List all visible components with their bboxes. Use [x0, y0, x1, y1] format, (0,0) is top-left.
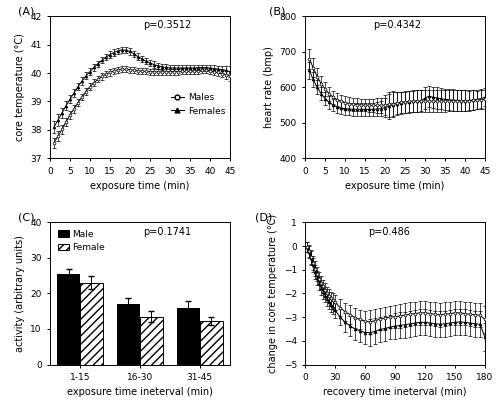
Bar	[177, 308, 200, 364]
Y-axis label: heart rate (bmp): heart rate (bmp)	[264, 46, 274, 128]
X-axis label: exposure time (min): exposure time (min)	[346, 181, 445, 191]
X-axis label: exposure time (min): exposure time (min)	[90, 181, 190, 191]
Bar	[117, 304, 140, 364]
X-axis label: recovery time ineterval (min): recovery time ineterval (min)	[324, 388, 467, 397]
Text: p=0.486: p=0.486	[368, 227, 410, 237]
Bar	[140, 317, 162, 365]
Y-axis label: activity (arbitrary units): activity (arbitrary units)	[14, 235, 24, 352]
Text: p=0.3512: p=0.3512	[144, 21, 192, 30]
Text: p=0.4342: p=0.4342	[374, 21, 422, 30]
Legend: Male, Female: Male, Female	[58, 230, 106, 252]
Bar	[200, 321, 222, 364]
Text: (C): (C)	[18, 212, 34, 222]
Y-axis label: change in core temperature (°C): change in core temperature (°C)	[268, 214, 278, 373]
Legend: Males, Females: Males, Females	[170, 93, 225, 115]
Bar	[57, 274, 80, 364]
X-axis label: exposure time ineterval (min): exposure time ineterval (min)	[67, 388, 213, 397]
Text: p=0.1741: p=0.1741	[144, 227, 192, 237]
Bar	[80, 283, 102, 364]
Text: (B): (B)	[270, 6, 285, 16]
Y-axis label: core temperature (°C): core temperature (°C)	[14, 33, 24, 141]
Text: (D): (D)	[255, 212, 272, 222]
Text: (A): (A)	[18, 6, 34, 16]
